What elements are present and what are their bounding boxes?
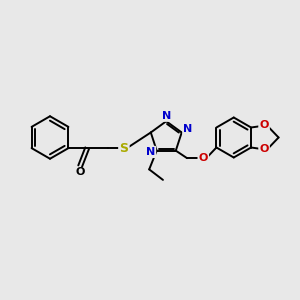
Text: O: O: [199, 153, 208, 163]
Text: N: N: [183, 124, 193, 134]
Text: O: O: [76, 167, 85, 177]
Text: N: N: [162, 111, 171, 121]
Text: N: N: [146, 147, 155, 157]
Text: O: O: [260, 145, 269, 154]
Text: O: O: [260, 121, 269, 130]
Text: S: S: [119, 142, 128, 154]
